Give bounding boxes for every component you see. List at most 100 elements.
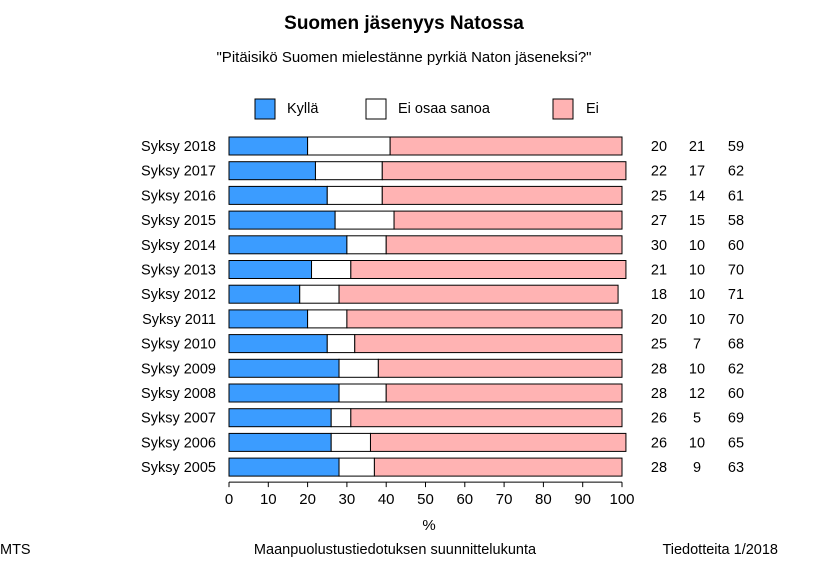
legend-label-ei: Ei [586, 101, 599, 117]
bar-segment [228, 235, 348, 255]
value-label: 7 [693, 337, 701, 353]
legend: Kyllä Ei osaa sanoa Ei [254, 98, 599, 120]
bar-segment [228, 284, 301, 304]
legend-swatch-ei [552, 98, 574, 120]
value-label: 26 [651, 435, 667, 451]
category-label: Syksy 2013 [141, 263, 216, 279]
value-label: 70 [728, 312, 744, 328]
value-label: 61 [728, 188, 744, 204]
value-label: 26 [651, 411, 667, 427]
bar-segment [381, 185, 623, 205]
value-label: 10 [689, 361, 705, 377]
category-label: Syksy 2017 [141, 164, 216, 180]
bar-segment [338, 358, 379, 378]
category-label: Syksy 2010 [141, 337, 216, 353]
category-label: Syksy 2007 [141, 411, 216, 427]
bar-segment [338, 457, 375, 477]
x-tick-label: 70 [496, 491, 513, 508]
value-label: 21 [689, 139, 705, 155]
value-label: 18 [651, 287, 667, 303]
value-label: 9 [693, 460, 701, 476]
bar-segment [228, 408, 332, 428]
value-label: 10 [689, 312, 705, 328]
x-tick-label: 50 [417, 491, 434, 508]
bar-segment [228, 383, 340, 403]
value-label: 58 [728, 213, 744, 229]
category-label: Syksy 2005 [141, 460, 216, 476]
value-label: 14 [689, 188, 705, 204]
bar-segment [350, 408, 623, 428]
value-label: 65 [728, 435, 744, 451]
bar-segment [228, 457, 340, 477]
bar-segment [299, 284, 340, 304]
value-label: 10 [689, 435, 705, 451]
bar-segment [385, 235, 623, 255]
chart-subtitle: "Pitäisikö Suomen mielestänne pyrkiä Nat… [216, 49, 591, 66]
legend-swatch-ei-osaa-sanoa [365, 98, 387, 120]
bar-segment [377, 358, 623, 378]
value-label: 68 [728, 337, 744, 353]
category-label: Syksy 2009 [141, 361, 216, 377]
legend-label-ei-osaa-sanoa: Ei osaa sanoa [398, 101, 491, 117]
value-label: 5 [693, 411, 701, 427]
bar-segment [228, 210, 336, 230]
bar-segment [228, 432, 332, 452]
value-label: 25 [651, 188, 667, 204]
bar-segment [346, 309, 623, 329]
bar-segment [330, 408, 352, 428]
bar-segment [228, 309, 309, 329]
bar-segment [389, 136, 623, 156]
value-label: 20 [651, 312, 667, 328]
value-label: 28 [651, 460, 667, 476]
bar-segment [228, 136, 309, 156]
bar-segment [228, 358, 340, 378]
category-label: Syksy 2018 [141, 139, 216, 155]
value-label: 10 [689, 238, 705, 254]
bar-segment [228, 260, 313, 279]
value-label: 10 [689, 287, 705, 303]
value-label: 62 [728, 361, 744, 377]
category-label: Syksy 2006 [141, 435, 216, 451]
x-tick-label: 20 [299, 491, 316, 508]
value-label: 15 [689, 213, 705, 229]
category-labels: Syksy 2018 Syksy 2017 Syksy 2016 Syksy 2015… [141, 139, 216, 476]
bar-segment [350, 260, 627, 279]
value-label: 60 [728, 238, 744, 254]
value-label: 71 [728, 287, 744, 303]
x-tick-label: 0 [225, 491, 233, 508]
value-label: 17 [689, 164, 705, 180]
value-label: 28 [651, 361, 667, 377]
chart-title: Suomen jäsenyys Natossa [284, 13, 524, 34]
value-label: 25 [651, 337, 667, 353]
bar-segment [354, 334, 623, 354]
bar-segment [311, 260, 352, 279]
category-label: Syksy 2015 [141, 213, 216, 229]
bar-segment [326, 334, 356, 354]
bar-segment [373, 457, 623, 477]
bar-segment [314, 161, 383, 181]
value-label: 20 [651, 139, 667, 155]
bar-segment [326, 185, 383, 205]
bar-segment [369, 432, 627, 452]
x-tick-label: 10 [260, 491, 277, 508]
x-tick-label: 40 [378, 491, 395, 508]
value-label: 30 [651, 238, 667, 254]
bar-segment [346, 235, 387, 255]
value-label: 63 [728, 460, 744, 476]
x-tick-label: 80 [535, 491, 552, 508]
value-label: 21 [651, 263, 667, 279]
category-label: Syksy 2011 [142, 312, 216, 328]
category-label: Syksy 2014 [141, 238, 216, 254]
value-label: 60 [728, 386, 744, 402]
x-tick-label: 30 [339, 491, 356, 508]
category-label: Syksy 2008 [141, 386, 216, 402]
x-axis-label: % [422, 517, 435, 534]
bar-segment [307, 309, 348, 329]
value-label: 70 [728, 263, 744, 279]
x-tick-label: 60 [456, 491, 473, 508]
bar-segment [334, 210, 395, 230]
value-label: 27 [651, 213, 667, 229]
bar-segment [228, 185, 328, 205]
